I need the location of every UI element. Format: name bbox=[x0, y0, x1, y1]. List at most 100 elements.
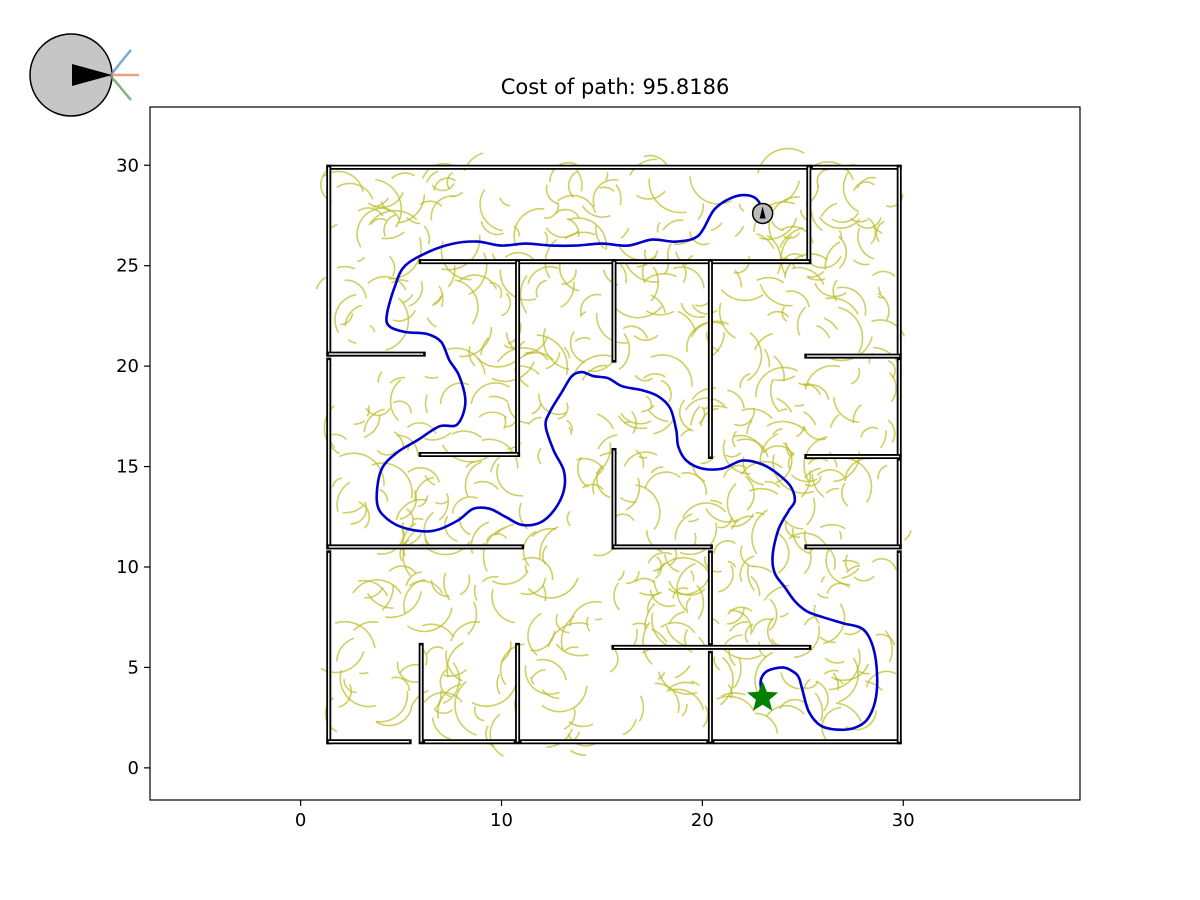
tree-branch bbox=[424, 375, 439, 379]
tree-branch bbox=[505, 332, 515, 351]
tree-branch bbox=[537, 447, 542, 465]
tree-branch bbox=[363, 408, 385, 433]
tree-branch bbox=[620, 227, 630, 239]
tree-branch bbox=[494, 523, 514, 536]
tree-branch bbox=[790, 474, 818, 483]
tree-branch bbox=[649, 589, 676, 608]
tree-branch bbox=[564, 646, 579, 652]
tree-branch bbox=[520, 577, 547, 596]
tree-branch bbox=[726, 482, 737, 524]
tree-branch bbox=[367, 191, 404, 209]
tree-branch bbox=[405, 571, 422, 587]
tree-branch bbox=[507, 402, 529, 424]
tree-branch bbox=[620, 412, 652, 425]
tree-branch bbox=[381, 231, 406, 240]
tree-branch bbox=[392, 400, 412, 414]
tree-branch bbox=[381, 584, 395, 611]
tree-branch bbox=[681, 703, 688, 717]
tree-branch bbox=[557, 194, 597, 214]
tree-branch bbox=[353, 420, 366, 425]
tree-branch bbox=[581, 205, 611, 218]
tree-branch bbox=[821, 706, 842, 741]
tree-branch bbox=[539, 525, 559, 559]
tree-branch bbox=[535, 279, 547, 298]
tree-branch bbox=[519, 275, 528, 314]
tree-branch bbox=[763, 348, 771, 368]
tree-branch bbox=[680, 302, 706, 319]
tree-branch bbox=[806, 497, 816, 526]
tree-branch bbox=[833, 397, 860, 423]
tree-branch bbox=[439, 669, 452, 698]
tree-branch bbox=[660, 379, 672, 403]
tree-branch bbox=[864, 680, 883, 691]
tree-branch bbox=[650, 266, 660, 302]
tree-branch bbox=[719, 656, 734, 706]
tree-branch bbox=[489, 713, 504, 757]
tree-branch bbox=[426, 317, 437, 328]
tree-branch bbox=[710, 499, 723, 505]
tree-branch bbox=[783, 232, 801, 239]
tree-branch bbox=[650, 354, 693, 387]
tree-branch bbox=[339, 670, 377, 708]
tree-branch bbox=[491, 570, 529, 585]
y-tick-label: 30 bbox=[116, 155, 139, 176]
tree-branch bbox=[334, 620, 376, 649]
tree-branch bbox=[755, 511, 765, 516]
tree-branch bbox=[903, 530, 912, 541]
tree-branch bbox=[442, 662, 461, 705]
tree-branch bbox=[776, 397, 793, 413]
tree-branch bbox=[657, 671, 666, 680]
tree-branch bbox=[615, 184, 622, 206]
tree-branch bbox=[768, 196, 800, 239]
tree-branch bbox=[499, 197, 511, 207]
tree-branch bbox=[781, 306, 788, 322]
start-heading-arrow bbox=[759, 206, 766, 219]
tree-branch bbox=[764, 480, 781, 489]
tree-branch bbox=[438, 492, 450, 521]
tree-branch bbox=[513, 207, 545, 247]
tree-branch bbox=[576, 169, 583, 192]
tree-branch bbox=[390, 279, 409, 284]
tree-branch bbox=[513, 225, 521, 237]
tree-branch bbox=[644, 272, 678, 282]
tree-branch bbox=[468, 252, 488, 296]
tree-branch bbox=[645, 395, 653, 410]
tree-branch bbox=[763, 584, 790, 602]
tree-branch bbox=[819, 636, 836, 644]
tree-branch bbox=[558, 263, 580, 292]
tree-branch bbox=[433, 708, 454, 715]
tree-branch bbox=[431, 183, 455, 192]
tree-branch bbox=[383, 214, 396, 237]
tree-branch bbox=[489, 281, 503, 299]
tree-branch bbox=[566, 419, 574, 432]
tree-branch bbox=[680, 428, 692, 437]
tree-branch bbox=[724, 452, 742, 458]
tree-branch bbox=[816, 592, 829, 599]
tree-branch bbox=[682, 502, 727, 518]
tree-branch bbox=[363, 415, 381, 438]
tree-branch bbox=[754, 332, 774, 351]
tree-branch bbox=[426, 646, 444, 655]
tree-branch bbox=[567, 170, 578, 199]
tree-branch bbox=[315, 276, 326, 290]
tree-branch bbox=[783, 253, 804, 261]
tree-branch bbox=[541, 686, 588, 713]
tree-branch bbox=[653, 579, 660, 595]
y-tick-label: 5 bbox=[128, 657, 139, 678]
tree-branch bbox=[397, 434, 419, 456]
tree-branch bbox=[685, 596, 692, 614]
tree-branch bbox=[358, 579, 389, 597]
tree-branch bbox=[877, 292, 890, 321]
tree-branch bbox=[408, 580, 444, 594]
tree-branch bbox=[689, 569, 695, 582]
tree-branch bbox=[645, 310, 675, 316]
tree-branch bbox=[596, 413, 615, 430]
tree-branch bbox=[794, 403, 805, 407]
tree-branch bbox=[538, 393, 567, 416]
tree-branch bbox=[724, 634, 743, 645]
tree-branch bbox=[703, 405, 728, 410]
tree-branch bbox=[599, 186, 615, 192]
tree-branch bbox=[488, 395, 509, 403]
tree-branch bbox=[691, 387, 716, 400]
tree-branch bbox=[824, 657, 845, 664]
